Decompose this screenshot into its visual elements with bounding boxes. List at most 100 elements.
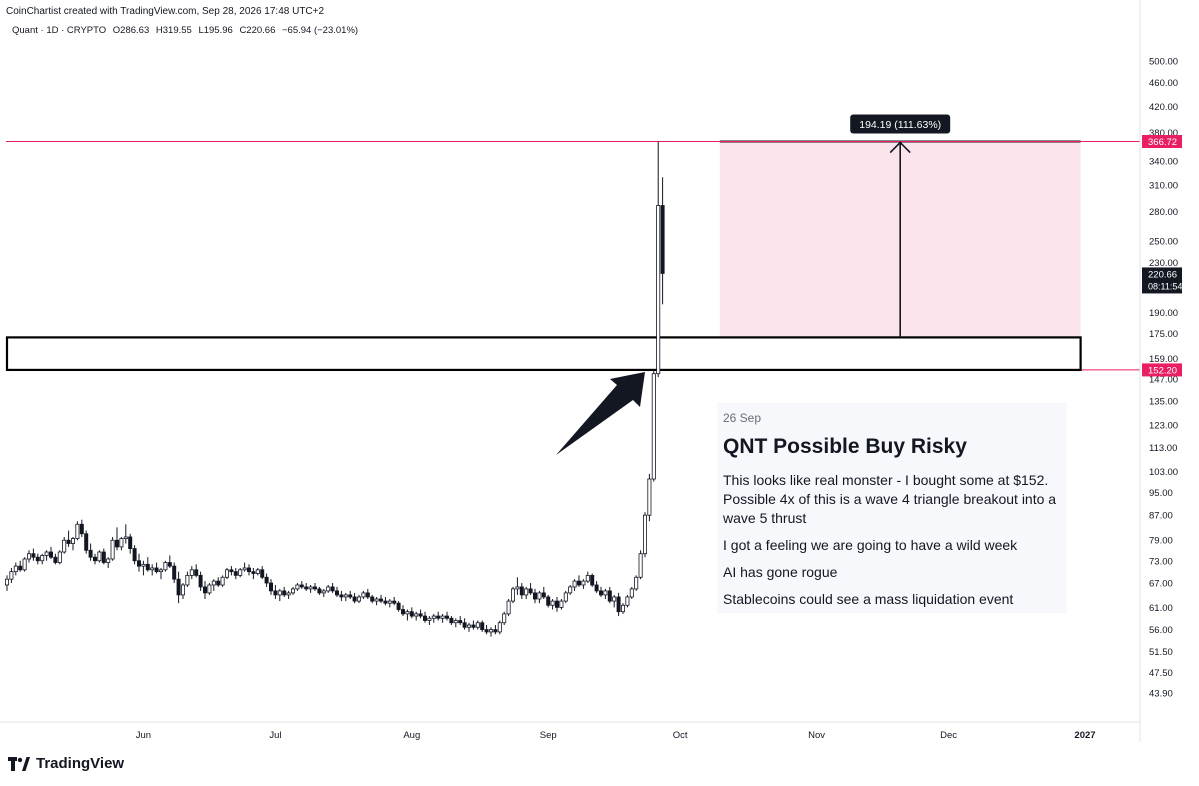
candle-body [594,584,599,592]
candle-body [625,596,630,606]
candle-body [533,592,538,600]
candle [44,550,49,561]
candle-body [405,611,410,615]
candle-body [383,600,388,604]
candle [150,564,155,576]
candle [361,590,366,600]
candle [656,141,661,378]
change-value: −65.94 (−23.01%) [282,25,359,36]
candle-body [506,600,511,615]
candle [277,588,282,602]
candle-body [444,615,449,619]
candle [31,548,36,561]
y-tick-label: 103.00 [1149,467,1178,478]
candle [607,586,612,604]
candle-body [585,574,590,582]
candle [101,548,106,565]
y-tick-label: 73.00 [1149,556,1173,567]
candle-body [330,586,335,592]
candle [660,177,665,305]
y-tick-label: 43.90 [1149,688,1173,699]
candle-body [189,569,194,576]
candle [427,616,432,626]
candle-body [475,622,480,628]
candle-body [484,629,489,633]
candle-body [541,592,546,598]
candle-body [651,373,656,480]
candle [334,586,339,597]
candle [572,579,577,591]
candle [317,586,322,595]
candle [378,594,383,604]
note-line: I got a feeling we are going to have a w… [723,537,1018,553]
candle-body [66,539,71,544]
candle-body [409,611,414,617]
candle [154,562,159,574]
candle [577,575,582,587]
candle-body [431,615,436,619]
candle [436,611,441,621]
candle [75,521,80,541]
candle [414,611,419,621]
candle [97,550,102,563]
candle-body [660,205,665,274]
candle [471,620,476,630]
candle-body [599,590,604,596]
candle-body [141,563,146,567]
candle [299,581,304,589]
candle-body [546,596,551,606]
candle [643,512,648,558]
candle-body [163,562,168,571]
candle-body [524,588,529,596]
candle [651,369,656,482]
y-tick-label: 175.00 [1149,329,1178,340]
open-value: O286.63 [112,25,150,36]
candle-body [110,539,115,560]
candle-body [136,560,141,567]
candle-body [515,586,520,590]
candle [326,584,331,593]
note-line: This looks like real monster - I bought … [723,472,1057,526]
candle [339,590,344,602]
candle [260,566,265,580]
candle-body [158,569,163,573]
candle [282,586,287,597]
candle-body [563,592,568,602]
candle-body [449,617,454,624]
candle-body [647,478,652,516]
candle-body [286,592,291,596]
candle [585,571,590,584]
y-tick-label: 67.00 [1149,579,1173,590]
candle [295,583,300,591]
candle [13,562,18,576]
candle-body [106,558,111,563]
candle [9,567,14,584]
x-tick-label: Aug [403,730,420,741]
candle-body [378,598,383,602]
candle-body [299,584,304,588]
candle-body [374,598,379,602]
candle-body [180,584,185,596]
price-tag-label: 152.20 [1148,365,1177,376]
candle-body [370,596,375,602]
y-tick-label: 460.00 [1149,78,1178,89]
tradingview-logo[interactable]: TradingView [8,755,124,772]
y-tick-label: 250.00 [1149,237,1178,248]
candle [599,586,604,597]
candle [497,620,502,635]
candle-body [334,590,339,596]
candle-body [643,514,648,555]
candle [612,594,617,608]
breakout-box [5,336,1082,372]
candle [444,611,449,621]
candle [383,596,388,606]
measure-label: 194.19 (111.63%) [859,119,941,131]
y-tick-label: 135.00 [1149,397,1178,408]
candle-body [339,594,344,598]
candle-body [365,592,370,598]
candle [502,611,507,626]
candle-body [44,551,49,556]
candle-body [418,613,423,617]
y-tick-label: 380.00 [1149,128,1178,139]
